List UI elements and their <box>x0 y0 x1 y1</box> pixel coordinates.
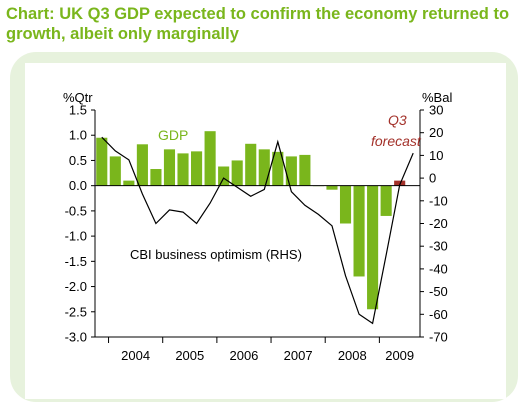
left-axis: 1.5 1.0 0.5 0.0 -0.5 -1.0 -1.5 -2.0 -2.5 -3.0 <box>65 103 95 345</box>
left-tick-label: 0.5 <box>69 153 87 168</box>
x-tick-label: 2009 <box>385 348 414 363</box>
gdp-bar <box>123 180 135 186</box>
right-tick-label: 10 <box>429 148 443 163</box>
left-tick-label: 0.0 <box>69 178 87 193</box>
x-tick-label: 2007 <box>284 348 313 363</box>
right-tick-label: -50 <box>429 284 448 299</box>
right-axis: 30 20 10 0 -10 -20 -30 -40 -50 -60 -70 <box>420 103 448 345</box>
gdp-bar <box>191 151 203 186</box>
forecast-label-line2: forecast <box>371 133 422 149</box>
gdp-bar <box>218 166 230 186</box>
gdp-bar <box>339 185 352 224</box>
right-tick-label: 30 <box>429 103 443 118</box>
left-tick-label: -2.5 <box>65 304 87 319</box>
left-tick-label: -0.5 <box>65 203 87 218</box>
gdp-bar <box>136 144 148 186</box>
x-tick-label: 2008 <box>338 348 367 363</box>
right-tick-label: -40 <box>429 261 448 276</box>
gdp-bar <box>163 149 176 186</box>
gdp-bar <box>380 185 392 216</box>
gdp-bar <box>204 131 216 186</box>
cbi-line <box>101 136 414 325</box>
gdp-bar <box>326 185 338 190</box>
right-tick-label: -30 <box>429 239 448 254</box>
headline-prefix: Chart: <box>6 5 55 23</box>
gdp-bar <box>353 185 365 277</box>
gdp-bar <box>177 153 189 186</box>
gdp-bar <box>258 149 270 186</box>
right-tick-label: -20 <box>429 216 448 231</box>
gdp-bars <box>96 131 406 310</box>
gdp-bar <box>299 154 311 186</box>
cbi-label: CBI business optimism (RHS) <box>130 247 302 262</box>
right-tick-label: -70 <box>429 330 448 345</box>
right-axis-label: %Bal <box>422 90 452 105</box>
left-tick-label: -1.5 <box>65 254 87 269</box>
gdp-bar <box>109 156 121 186</box>
axes-lines <box>94 110 421 343</box>
plot-card <box>25 63 506 399</box>
headline-text: UK Q3 GDP expected to confirm the econom… <box>6 5 510 43</box>
left-tick-label: 1.5 <box>69 103 87 118</box>
x-tick-label: 2006 <box>229 348 258 363</box>
gdp-label: GDP <box>158 127 188 143</box>
forecast-bar <box>394 180 406 186</box>
left-tick-label: -1.0 <box>65 229 87 244</box>
left-tick-label: -2.0 <box>65 279 87 294</box>
x-tick-label: 2004 <box>121 348 150 363</box>
gdp-bar <box>272 151 284 186</box>
gdp-bar <box>245 143 257 186</box>
forecast-label-line1: Q3 <box>388 112 407 128</box>
chart-headline: Chart: UK Q3 GDP expected to confirm the… <box>6 4 516 44</box>
gdp-bar <box>96 137 108 186</box>
gdp-bar <box>231 160 243 186</box>
right-tick-label: -10 <box>429 193 448 208</box>
gdp-bar <box>367 185 379 310</box>
right-tick-label: -60 <box>429 307 448 322</box>
gdp-bar <box>150 169 162 186</box>
gdp-bar <box>285 156 297 186</box>
x-tick-label: 2005 <box>175 348 204 363</box>
right-tick-label: 0 <box>429 171 436 186</box>
right-tick-label: 20 <box>429 125 443 140</box>
x-axis-labels: 2004 2005 2006 2007 2008 2009 <box>121 348 414 363</box>
left-tick-label: -3.0 <box>65 330 87 345</box>
left-tick-label: 1.0 <box>69 128 87 143</box>
left-axis-label: %Qtr <box>63 90 93 105</box>
